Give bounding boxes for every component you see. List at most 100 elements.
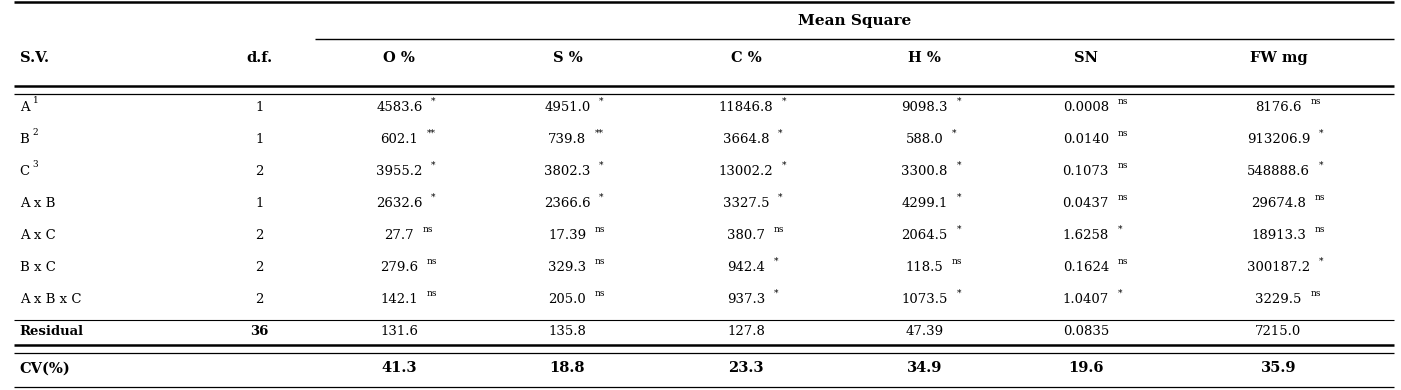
Text: A x B x C: A x B x C — [20, 293, 81, 306]
Text: 142.1: 142.1 — [381, 293, 417, 306]
Text: ns: ns — [1314, 225, 1325, 234]
Text: ns: ns — [427, 289, 437, 298]
Text: *: * — [1318, 161, 1324, 170]
Text: 1: 1 — [255, 197, 263, 210]
Text: 131.6: 131.6 — [380, 325, 419, 338]
Text: 1: 1 — [255, 133, 263, 146]
Text: B x C: B x C — [20, 261, 56, 274]
Text: 3: 3 — [32, 160, 38, 169]
Text: 2: 2 — [255, 165, 263, 178]
Text: ns: ns — [595, 257, 605, 266]
Text: ns: ns — [1310, 289, 1321, 298]
Text: 4299.1: 4299.1 — [901, 197, 948, 210]
Text: 29674.8: 29674.8 — [1251, 197, 1306, 210]
Text: *: * — [957, 193, 961, 202]
Text: 19.6: 19.6 — [1068, 361, 1104, 375]
Text: H %: H % — [908, 51, 941, 65]
Text: 588.0: 588.0 — [906, 133, 943, 146]
Text: 279.6: 279.6 — [380, 261, 419, 274]
Text: Residual: Residual — [20, 325, 84, 338]
Text: 2: 2 — [255, 293, 263, 306]
Text: 942.4: 942.4 — [727, 261, 765, 274]
Text: A x C: A x C — [20, 229, 56, 242]
Text: *: * — [778, 193, 782, 202]
Text: *: * — [957, 97, 961, 106]
Text: **: ** — [595, 129, 604, 138]
Text: *: * — [1318, 129, 1324, 138]
Text: CV(%): CV(%) — [20, 361, 70, 375]
Text: 2: 2 — [255, 229, 263, 242]
Text: 2: 2 — [255, 261, 263, 274]
Text: 47.39: 47.39 — [905, 325, 944, 338]
Text: 300187.2: 300187.2 — [1247, 261, 1310, 274]
Text: **: ** — [427, 129, 436, 138]
Text: 8176.6: 8176.6 — [1255, 101, 1302, 114]
Text: B: B — [20, 133, 29, 146]
Text: 13002.2: 13002.2 — [719, 165, 773, 178]
Text: O %: O % — [384, 51, 415, 65]
Text: 913206.9: 913206.9 — [1247, 133, 1310, 146]
Text: 739.8: 739.8 — [548, 133, 587, 146]
Text: 205.0: 205.0 — [549, 293, 586, 306]
Text: ns: ns — [1118, 257, 1128, 266]
Text: 27.7: 27.7 — [384, 229, 415, 242]
Text: 602.1: 602.1 — [380, 133, 419, 146]
Text: ns: ns — [953, 257, 962, 266]
Text: 1: 1 — [32, 96, 38, 105]
Text: 0.1624: 0.1624 — [1062, 261, 1110, 274]
Text: 0.0140: 0.0140 — [1063, 133, 1108, 146]
Text: 380.7: 380.7 — [727, 229, 765, 242]
Text: *: * — [957, 161, 961, 170]
Text: S %: S % — [552, 51, 583, 65]
Text: 1073.5: 1073.5 — [901, 293, 948, 306]
Text: *: * — [432, 193, 436, 202]
Text: A x B: A x B — [20, 197, 55, 210]
Text: 7215.0: 7215.0 — [1255, 325, 1302, 338]
Text: 2: 2 — [32, 128, 38, 137]
Text: d.f.: d.f. — [247, 51, 272, 65]
Text: FW mg: FW mg — [1250, 51, 1307, 65]
Text: *: * — [782, 161, 787, 170]
Text: 9098.3: 9098.3 — [901, 101, 948, 114]
Text: 2064.5: 2064.5 — [901, 229, 948, 242]
Text: 3955.2: 3955.2 — [375, 165, 423, 178]
Text: *: * — [773, 257, 778, 266]
Text: S.V.: S.V. — [20, 51, 49, 65]
Text: 2366.6: 2366.6 — [544, 197, 591, 210]
Text: ns: ns — [773, 225, 785, 234]
Text: 3300.8: 3300.8 — [901, 165, 948, 178]
Text: Mean Square: Mean Square — [799, 14, 911, 28]
Text: ns: ns — [1118, 97, 1128, 106]
Text: *: * — [600, 161, 604, 170]
Text: ns: ns — [1118, 193, 1128, 202]
Text: *: * — [1118, 289, 1122, 298]
Text: C: C — [20, 165, 29, 178]
Text: 1.0407: 1.0407 — [1062, 293, 1110, 306]
Text: *: * — [1118, 225, 1122, 234]
Text: ns: ns — [1118, 129, 1128, 138]
Text: 36: 36 — [249, 325, 269, 338]
Text: ns: ns — [1314, 193, 1325, 202]
Text: 35.9: 35.9 — [1261, 361, 1296, 375]
Text: 3664.8: 3664.8 — [723, 133, 769, 146]
Text: 118.5: 118.5 — [906, 261, 943, 274]
Text: *: * — [600, 97, 604, 106]
Text: *: * — [432, 161, 436, 170]
Text: 1: 1 — [255, 101, 263, 114]
Text: *: * — [600, 193, 604, 202]
Text: A: A — [20, 101, 29, 114]
Text: 18.8: 18.8 — [549, 361, 586, 375]
Text: 127.8: 127.8 — [727, 325, 765, 338]
Text: SN: SN — [1073, 51, 1098, 65]
Text: 1.6258: 1.6258 — [1062, 229, 1110, 242]
Text: 0.1073: 0.1073 — [1062, 165, 1110, 178]
Text: *: * — [953, 129, 957, 138]
Text: ns: ns — [427, 257, 437, 266]
Text: *: * — [778, 129, 782, 138]
Text: *: * — [957, 225, 961, 234]
Text: 3802.3: 3802.3 — [544, 165, 591, 178]
Text: 4583.6: 4583.6 — [375, 101, 423, 114]
Text: 41.3: 41.3 — [381, 361, 417, 375]
Text: 135.8: 135.8 — [548, 325, 587, 338]
Text: 18913.3: 18913.3 — [1251, 229, 1306, 242]
